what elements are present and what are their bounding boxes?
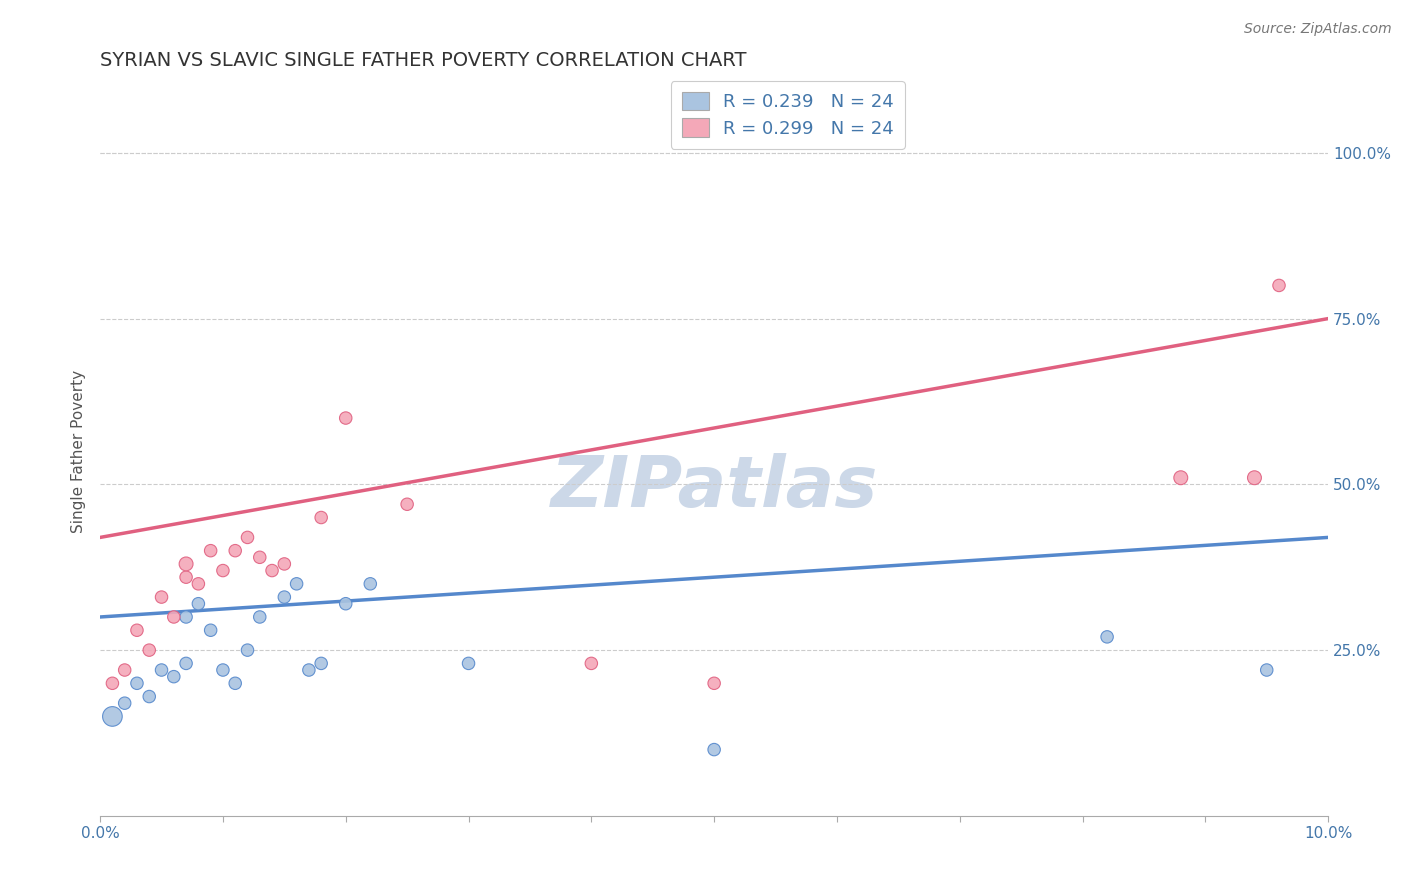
Point (150, 590, 173, 604)
Point (1256, 663, 1278, 677)
Point (236, 530, 259, 544)
Point (285, 577, 308, 591)
Point (309, 510, 332, 524)
Point (174, 657, 197, 671)
Point (163, 610, 186, 624)
Point (101, 676, 124, 690)
Text: SYRIAN VS SLAVIC SINGLE FATHER POVERTY CORRELATION CHART: SYRIAN VS SLAVIC SINGLE FATHER POVERTY C… (100, 51, 747, 70)
Point (224, 543, 246, 558)
Point (273, 590, 295, 604)
Point (174, 610, 197, 624)
Point (335, 597, 357, 611)
Point (174, 570, 197, 584)
Point (163, 670, 186, 684)
Point (703, 676, 725, 690)
Point (224, 676, 246, 690)
Point (309, 657, 332, 671)
Point (249, 550, 271, 565)
Point (114, 696, 136, 710)
Point (1095, 630, 1118, 644)
Point (1170, 471, 1192, 485)
Point (174, 557, 197, 571)
Point (187, 577, 209, 591)
Point (260, 564, 283, 578)
Text: Source: ZipAtlas.com: Source: ZipAtlas.com (1244, 22, 1392, 37)
Legend: R = 0.239   N = 24, R = 0.299   N = 24: R = 0.239 N = 24, R = 0.299 N = 24 (671, 81, 905, 149)
Point (114, 663, 136, 677)
Point (298, 663, 321, 677)
Point (457, 657, 479, 671)
Text: ZIPatlas: ZIPatlas (550, 453, 877, 522)
Point (138, 690, 160, 704)
Point (703, 742, 725, 756)
Y-axis label: Single Father Poverty: Single Father Poverty (72, 369, 86, 533)
Point (335, 411, 357, 425)
Point (581, 657, 603, 671)
Point (150, 663, 173, 677)
Point (1243, 471, 1265, 485)
Point (200, 624, 222, 638)
Point (138, 643, 160, 657)
Point (1268, 278, 1291, 293)
Point (359, 577, 381, 591)
Point (249, 610, 271, 624)
Point (101, 709, 124, 723)
Point (187, 597, 209, 611)
Point (125, 624, 148, 638)
Point (212, 663, 235, 677)
Point (396, 497, 419, 511)
Point (212, 564, 235, 578)
Point (273, 557, 295, 571)
Point (125, 676, 148, 690)
Point (200, 543, 222, 558)
Point (236, 643, 259, 657)
